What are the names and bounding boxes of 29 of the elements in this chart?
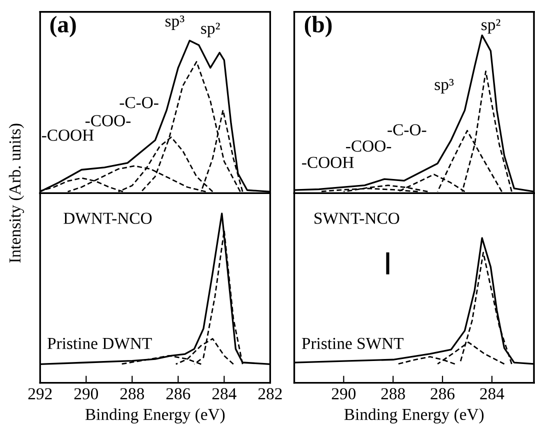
- x-tick-label: 292: [28, 388, 52, 400]
- annotation: sp³: [434, 78, 454, 94]
- text: sp²: [201, 22, 220, 38]
- annotation: DWNT-NCO: [64, 212, 152, 224]
- x-tick-label: 286: [166, 388, 190, 400]
- text: sp³: [165, 15, 184, 30]
- annotation: Pristine SWNT: [302, 338, 404, 350]
- x-tick-label: 288: [120, 388, 144, 400]
- x-tick-label: 286: [430, 388, 455, 400]
- annotation: Pristine DWNT: [48, 338, 152, 350]
- x-axis-title: Binding Energy (eV): [344, 408, 484, 424]
- annotation: (b): [304, 16, 332, 38]
- annotation: -COO-: [346, 140, 392, 152]
- x-tick-label: 282: [258, 388, 282, 400]
- annotation: -C-O-: [120, 97, 158, 108]
- text: (a): [50, 16, 76, 38]
- x-axis-title: Binding Energy (eV): [85, 408, 225, 424]
- x-tick-label: 284: [480, 388, 504, 400]
- text: SWNT-NCO: [314, 212, 400, 224]
- y-axis-title: Intensity (Arb. units): [8, 124, 24, 263]
- annotation: -COOH: [302, 156, 354, 168]
- x-tick-label: 290: [332, 388, 356, 400]
- text: sp²: [482, 19, 500, 34]
- x-tick-label: 290: [74, 388, 98, 400]
- annotation: -COOH: [42, 130, 94, 141]
- x-tick-label: 288: [381, 388, 405, 400]
- x-tick-label: 284: [212, 388, 236, 400]
- annotation: -C-O-: [388, 124, 426, 136]
- annotation: -COO-: [85, 115, 131, 126]
